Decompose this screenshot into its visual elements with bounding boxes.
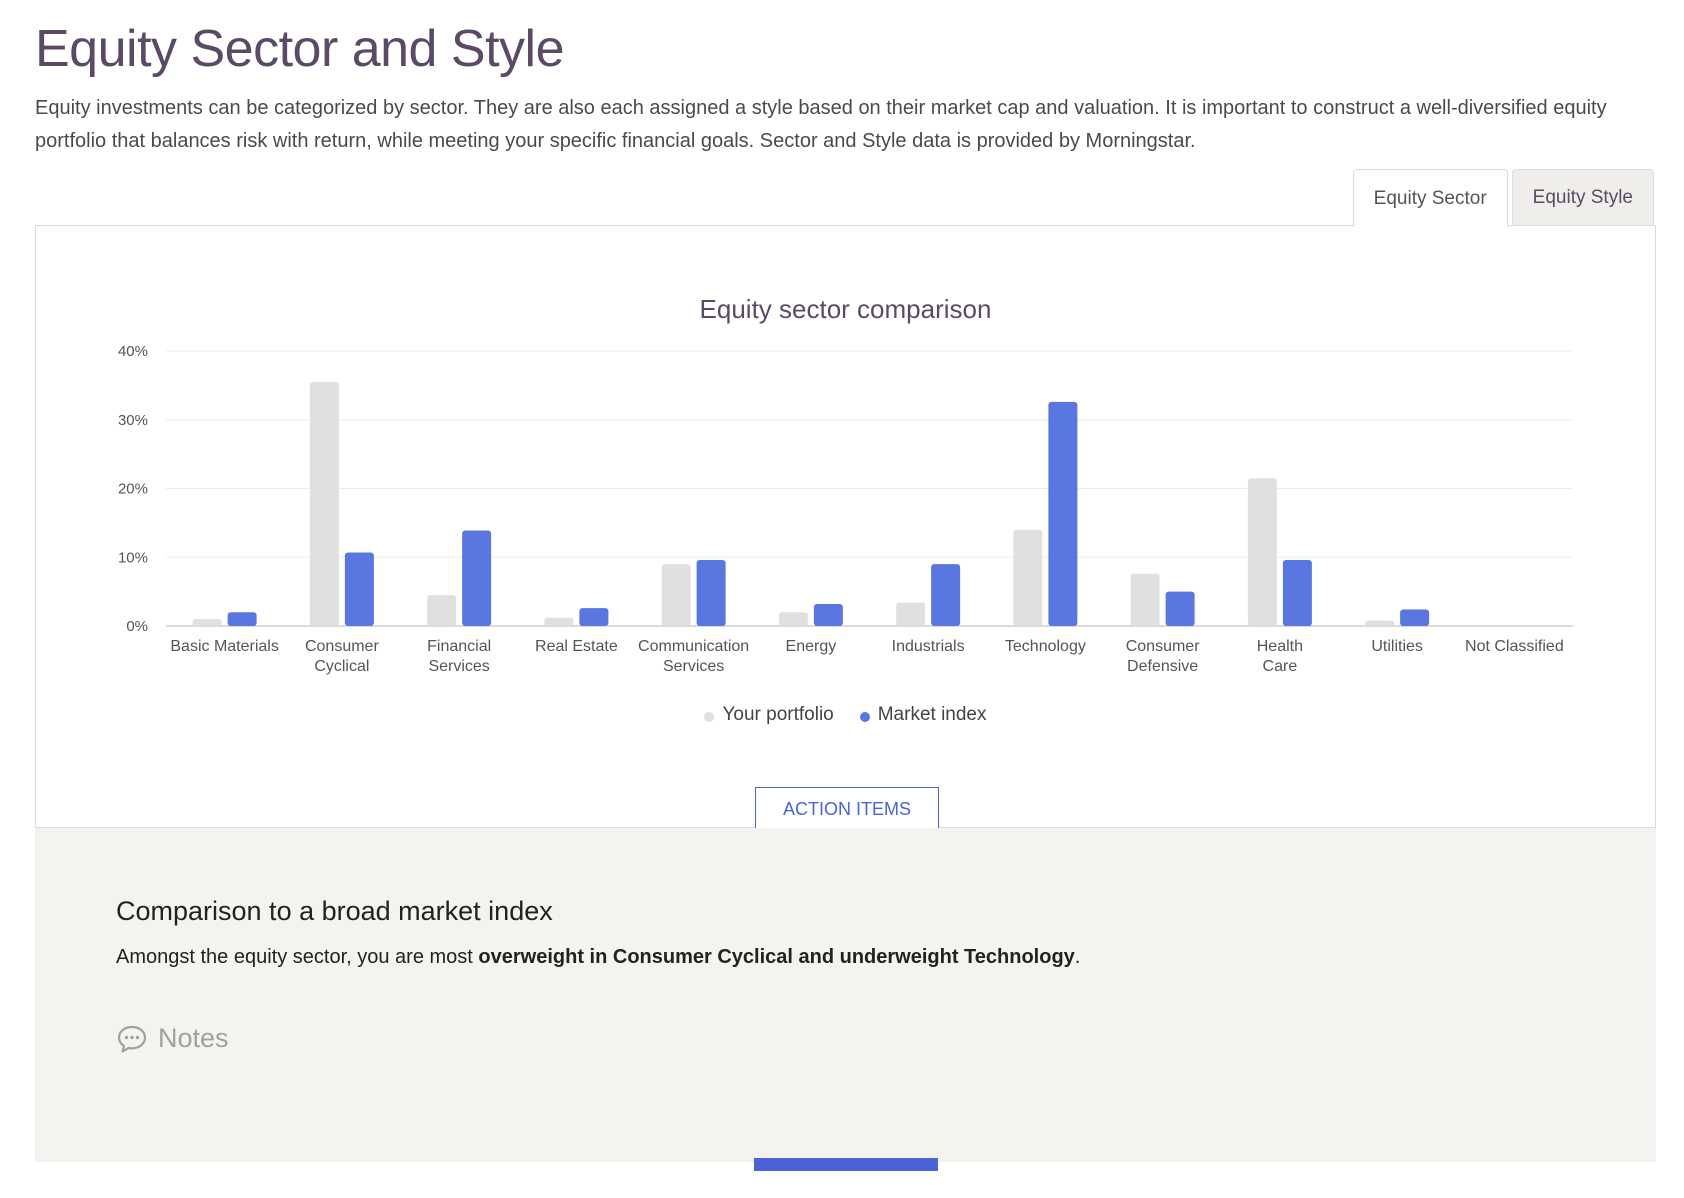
x-category-label: Consumer Defensive (1126, 638, 1200, 675)
y-tick-label: 10% (118, 549, 148, 566)
x-category-label: Technology (1005, 638, 1086, 655)
sector-bar-chart: 0% 10% 20% 30% 40% Basic Materials Consumer Cyc… (118, 343, 1573, 675)
bar-portfolio (1130, 573, 1160, 626)
chart-legend: Your portfolio Market index (36, 704, 1655, 726)
legend-label: Your portfolio (722, 704, 834, 725)
drawer-text: Amongst the equity sector, you are most … (116, 946, 1080, 969)
bar-portfolio (1013, 529, 1043, 626)
x-category-label: Communication Services (638, 638, 749, 675)
legend-dot-icon (859, 712, 870, 722)
y-tick-label: 20% (118, 481, 148, 498)
bar-market (1048, 401, 1078, 626)
bar-portfolio (896, 602, 926, 626)
x-category-label: Basic Materials (170, 638, 278, 655)
bar-portfolio (1247, 478, 1277, 626)
bar-portfolio (544, 617, 574, 626)
drawer-text-suffix: . (1074, 946, 1081, 968)
drawer-title: Comparison to a broad market index (116, 896, 553, 926)
bar-market (696, 560, 726, 626)
drawer-text-prefix: Amongst the equity sector, you are most (116, 946, 479, 968)
bar-market (227, 612, 257, 626)
legend-dot-icon (704, 712, 715, 722)
chart-title: Equity sector comparison (699, 294, 992, 324)
bar-market (1400, 609, 1430, 626)
notes-toggle[interactable]: Notes (116, 1023, 229, 1054)
bar-portfolio (427, 595, 457, 626)
bottom-action-bar[interactable] (754, 1158, 938, 1171)
page-intro: Equity investments can be categorized by… (35, 97, 1607, 152)
tab-bar: Equity Sector Equity Style (1352, 169, 1654, 227)
y-tick-label: 0% (126, 618, 148, 635)
legend-item-market[interactable]: Market index (859, 704, 987, 726)
drawer-text-bold: overweight in Consumer Cyclical and unde… (478, 946, 1075, 968)
bar-market (344, 552, 374, 626)
x-category-label: Real Estate (535, 638, 618, 655)
y-tick-label: 30% (118, 412, 148, 429)
bar-portfolio (192, 619, 222, 626)
speech-bubble-icon (117, 1025, 147, 1053)
bar-portfolio (778, 612, 808, 626)
legend-label: Market index (877, 704, 987, 725)
x-category-label: Industrials (892, 638, 965, 655)
bar-market (813, 604, 843, 626)
x-category-label: Consumer Cyclical (305, 638, 379, 675)
bar-market (462, 530, 492, 626)
x-category-label: Energy (786, 638, 837, 655)
tab-equity-sector[interactable]: Equity Sector (1352, 169, 1508, 227)
bar-portfolio (661, 564, 691, 626)
bar-market (931, 564, 961, 626)
bar-portfolio (1365, 620, 1395, 626)
x-category-label: Financial Services (427, 638, 491, 675)
x-category-label: Utilities (1371, 638, 1423, 655)
page-title: Equity Sector and Style (35, 20, 565, 78)
chart-panel: Equity sector comparison 0% 10% 20% 30% 40% B… (35, 225, 1656, 830)
action-items-drawer: Comparison to a broad market index Among… (35, 828, 1656, 1162)
legend-item-portfolio[interactable]: Your portfolio (704, 704, 834, 726)
y-tick-label: 40% (118, 343, 148, 360)
x-category-label: Health Care (1257, 638, 1303, 675)
x-category-label: Not Classified (1465, 638, 1564, 655)
notes-label: Notes (158, 1023, 229, 1053)
tab-equity-style[interactable]: Equity Style (1511, 169, 1654, 226)
bar-portfolio (309, 381, 339, 626)
bar-market (579, 608, 609, 626)
action-items-button[interactable]: ACTION ITEMS (755, 787, 939, 830)
bar-market (1165, 591, 1195, 626)
bar-market (1282, 560, 1312, 626)
